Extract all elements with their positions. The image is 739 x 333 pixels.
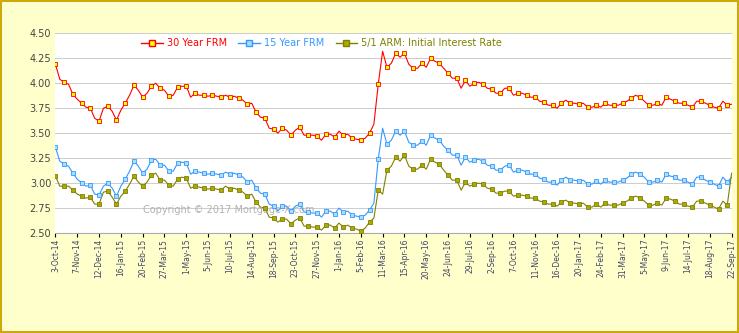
- Text: Copyright © 2017 Mortgage-X.com: Copyright © 2017 Mortgage-X.com: [143, 205, 315, 215]
- Legend: 30 Year FRM, 15 Year FRM, 5/1 ARM: Initial Interest Rate: 30 Year FRM, 15 Year FRM, 5/1 ARM: Initi…: [141, 38, 502, 48]
